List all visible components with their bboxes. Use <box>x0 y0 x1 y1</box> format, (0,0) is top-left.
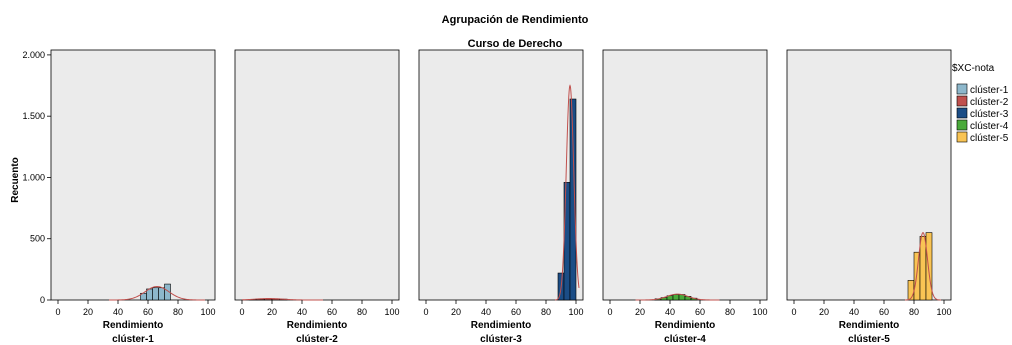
x-tick-label: 40 <box>297 307 307 317</box>
x-tick-label: 20 <box>635 307 645 317</box>
y-tick-label: 1.000 <box>22 172 45 182</box>
legend-label: clúster-2 <box>970 97 1009 108</box>
x-tick-label: 20 <box>83 307 93 317</box>
y-tick-label: 1.500 <box>22 111 45 121</box>
histogram-bar <box>158 287 165 301</box>
chart-subtitle: Curso de Derecho <box>468 38 563 50</box>
y-axis-label: Recuento <box>10 157 21 203</box>
legend-label: clúster-1 <box>970 85 1009 96</box>
x-axis-sublabel: clúster-5 <box>848 334 890 345</box>
x-tick-label: 80 <box>357 307 367 317</box>
panel-3: 0 20 40 60 80 100 Rendimiento clúster-3 <box>418 49 584 345</box>
legend-swatch <box>956 119 968 131</box>
x-axis-sublabel: clúster-4 <box>664 334 706 345</box>
x-tick-label: 100 <box>936 307 951 317</box>
legend: $XC-nota clúster-1clúster-2clúster-3clús… <box>952 63 1009 144</box>
panel-background <box>418 49 584 301</box>
panel-background <box>602 49 768 301</box>
histogram-bar <box>569 98 577 301</box>
x-tick-label: 40 <box>113 307 123 317</box>
x-tick-label: 0 <box>55 307 60 317</box>
panel-5: 0 20 40 60 80 100 Rendimiento clúster-5 <box>786 49 952 345</box>
x-tick-label: 60 <box>327 307 337 317</box>
x-tick-label: 0 <box>791 307 796 317</box>
x-tick-label: 60 <box>511 307 521 317</box>
y-axis: 0 500 1.000 1.500 2.000 <box>22 50 51 305</box>
panel-background <box>234 49 400 301</box>
x-axis-sublabel: clúster-1 <box>112 334 154 345</box>
x-tick-label: 60 <box>879 307 889 317</box>
histogram-bar <box>164 283 171 301</box>
panel-4: 0 20 40 60 80 100 Rendimiento clúster-4 <box>602 49 768 345</box>
normal-curve <box>108 286 206 301</box>
normal-curve <box>241 298 323 301</box>
x-tick-label: 100 <box>200 307 215 317</box>
histogram-bar <box>907 280 915 301</box>
x-axis-label: Rendimiento <box>103 320 164 331</box>
histogram-bar <box>925 232 933 301</box>
chart-title: Agrupación de Rendimiento <box>442 14 589 26</box>
x-tick-label: 0 <box>423 307 428 317</box>
x-tick-label: 20 <box>819 307 829 317</box>
x-axis-sublabel: clúster-2 <box>296 334 338 345</box>
x-tick-label: 80 <box>909 307 919 317</box>
x-tick-label: 60 <box>143 307 153 317</box>
x-tick-label: 20 <box>451 307 461 317</box>
x-tick-label: 80 <box>173 307 183 317</box>
legend-swatch <box>956 83 968 95</box>
histogram-bar <box>672 294 680 301</box>
x-tick-label: 80 <box>541 307 551 317</box>
legend-label: clúster-5 <box>970 133 1009 144</box>
x-tick-label: 80 <box>725 307 735 317</box>
panel-2: 0 20 40 60 80 100 Rendimiento clúster-2 <box>234 49 400 345</box>
x-tick-label: 40 <box>849 307 859 317</box>
x-tick-label: 100 <box>568 307 583 317</box>
legend-label: clúster-3 <box>970 109 1009 120</box>
panel-1: 0 20 40 60 80 100 Rendimiento clúster-1 <box>50 49 216 345</box>
y-tick-label: 0 <box>40 295 45 305</box>
x-tick-label: 20 <box>267 307 277 317</box>
legend-swatch <box>956 131 968 143</box>
legend-title: $XC-nota <box>952 63 995 74</box>
histogram-bar <box>919 235 927 301</box>
panel-background <box>50 49 216 301</box>
histogram-bar <box>152 287 159 301</box>
x-axis-label: Rendimiento <box>839 320 900 331</box>
x-tick-label: 40 <box>481 307 491 317</box>
y-tick-label: 500 <box>30 234 45 244</box>
legend-label: clúster-4 <box>970 121 1009 132</box>
panels: 0 20 40 60 80 100 Rendimiento clúster-1 0 20 40 60 8… <box>22 49 952 345</box>
normal-curve <box>904 231 942 301</box>
x-tick-label: 100 <box>752 307 767 317</box>
legend-swatch <box>956 107 968 119</box>
x-tick-label: 60 <box>695 307 705 317</box>
x-axis-sublabel: clúster-3 <box>480 334 522 345</box>
x-axis-label: Rendimiento <box>471 320 532 331</box>
legend-swatch <box>956 95 968 107</box>
y-tick-label: 2.000 <box>22 50 45 60</box>
x-tick-label: 0 <box>607 307 612 317</box>
normal-curve <box>554 84 580 301</box>
x-axis-label: Rendimiento <box>287 320 348 331</box>
x-tick-label: 100 <box>384 307 399 317</box>
normal-curve <box>635 293 720 301</box>
x-axis-label: Rendimiento <box>655 320 716 331</box>
x-tick-label: 40 <box>665 307 675 317</box>
x-tick-label: 0 <box>239 307 244 317</box>
